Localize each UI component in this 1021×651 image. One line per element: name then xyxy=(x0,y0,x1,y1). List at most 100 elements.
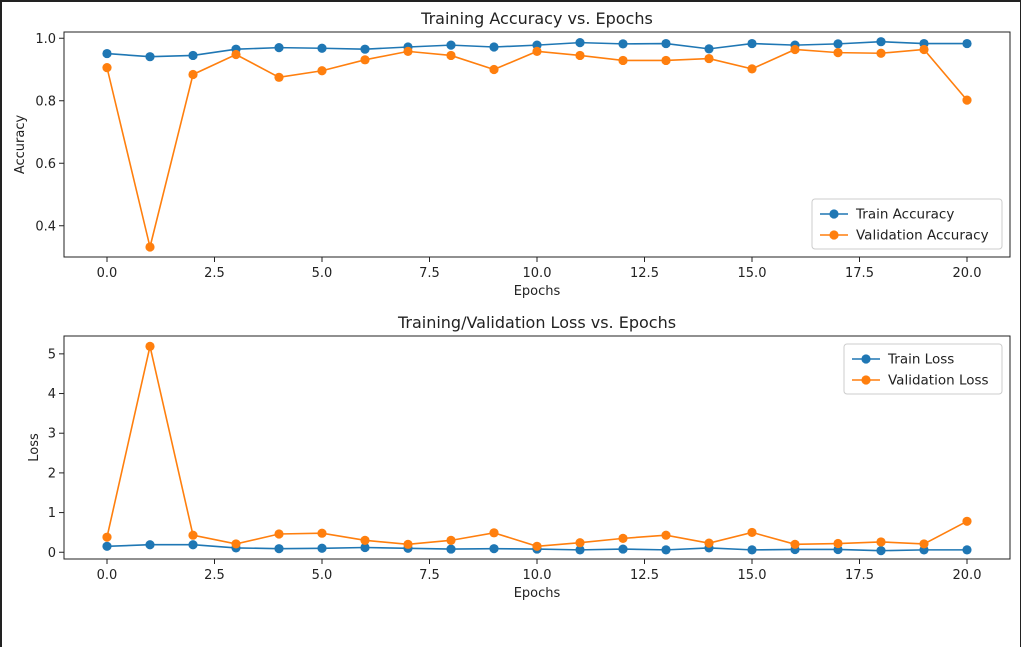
data-point xyxy=(231,49,241,60)
data-point xyxy=(274,529,284,539)
y-tick-label: 4 xyxy=(48,387,56,402)
legend-box xyxy=(811,198,1003,250)
data-point xyxy=(317,543,327,553)
data-point xyxy=(102,541,112,551)
data-point xyxy=(747,38,757,49)
x-tick-label: 5.0 xyxy=(312,266,333,281)
data-point xyxy=(618,39,628,49)
data-point xyxy=(618,533,628,543)
data-point xyxy=(833,538,843,549)
legend-label: Validation Loss xyxy=(888,373,989,389)
x-tick-label: 17.5 xyxy=(845,266,874,281)
data-point xyxy=(833,39,843,49)
data-point xyxy=(145,52,155,62)
x-tick-label: 0.0 xyxy=(97,568,118,583)
legend-label: Train Accuracy xyxy=(855,207,954,223)
y-tick-label: 0 xyxy=(48,546,56,561)
data-point xyxy=(661,545,671,555)
data-point xyxy=(876,537,886,547)
data-point xyxy=(231,539,241,549)
data-point xyxy=(962,38,972,49)
data-point xyxy=(532,46,542,56)
x-tick-label: 10.0 xyxy=(523,568,552,583)
data-point xyxy=(188,50,198,61)
data-point xyxy=(747,64,757,74)
x-tick-label: 17.5 xyxy=(845,568,874,583)
data-point xyxy=(274,544,284,554)
data-point xyxy=(962,95,972,105)
subplot-2: Training/Validation Loss vs. Epochs 0.0 2.… xyxy=(27,313,1011,601)
y-axis-label: Loss xyxy=(27,433,42,462)
data-point xyxy=(575,50,585,61)
x-tick-label: 20.0 xyxy=(953,568,982,583)
x-tick-label: 15.0 xyxy=(738,266,767,281)
data-point xyxy=(360,535,370,545)
data-point xyxy=(317,66,327,76)
x-tick-label: 2.5 xyxy=(204,568,225,583)
legend-label: Train Loss xyxy=(887,352,954,368)
series-validation-accuracy xyxy=(102,44,972,252)
x-tick-label: 12.5 xyxy=(630,266,659,281)
x-tick-label: 5.0 xyxy=(312,568,333,583)
data-point xyxy=(360,44,370,54)
data-point xyxy=(962,516,972,526)
data-point xyxy=(446,544,456,554)
legend-box xyxy=(843,343,1003,395)
x-tick-label: 2.5 xyxy=(204,266,225,281)
data-point xyxy=(575,538,585,548)
data-point xyxy=(446,50,456,61)
data-point xyxy=(489,64,499,75)
data-point xyxy=(704,53,714,64)
data-point xyxy=(618,544,628,554)
y-tick-label: 5 xyxy=(48,347,56,362)
data-point xyxy=(747,527,757,538)
data-point xyxy=(747,545,757,555)
data-point xyxy=(403,46,413,56)
data-point xyxy=(876,546,886,556)
x-axis-label: Epochs xyxy=(514,586,561,601)
y-tick-label: 0.8 xyxy=(35,94,56,109)
data-point xyxy=(661,38,671,49)
legend-marker xyxy=(861,354,871,364)
data-point xyxy=(188,530,198,540)
x-tick-label: 7.5 xyxy=(419,568,440,583)
x-tick-label: 15.0 xyxy=(738,568,767,583)
data-point xyxy=(919,44,929,55)
y-tick-label: 2 xyxy=(48,466,56,481)
legend-marker xyxy=(829,209,839,219)
legend-marker xyxy=(861,375,871,385)
data-point xyxy=(360,542,370,553)
data-point xyxy=(790,539,800,549)
data-point xyxy=(188,540,198,550)
data-point xyxy=(446,40,456,50)
data-point xyxy=(661,55,671,66)
data-point xyxy=(489,528,499,538)
legend: Train Loss Validation Loss xyxy=(843,343,1003,395)
data-point xyxy=(532,541,542,551)
data-point xyxy=(274,72,284,82)
chart-title: Training/Validation Loss vs. Epochs xyxy=(397,313,676,332)
x-tick-label: 12.5 xyxy=(630,568,659,583)
data-point xyxy=(575,545,585,555)
data-point xyxy=(876,37,886,47)
x-tick-label: 7.5 xyxy=(419,266,440,281)
series-validation-loss xyxy=(102,341,972,551)
data-point xyxy=(145,540,155,550)
data-point xyxy=(145,341,155,351)
data-point xyxy=(489,544,499,554)
data-point xyxy=(317,528,327,538)
x-axis-label: Epochs xyxy=(514,284,561,299)
y-tick-label: 1.0 xyxy=(35,32,56,47)
data-point xyxy=(446,535,456,545)
data-point xyxy=(145,242,155,252)
legend-label: Validation Accuracy xyxy=(856,228,989,244)
data-point xyxy=(876,48,886,58)
data-point xyxy=(962,545,972,555)
y-tick-label: 3 xyxy=(48,427,56,442)
y-axis-label: Accuracy xyxy=(13,115,28,175)
y-tick-label: 1 xyxy=(48,506,56,521)
data-point xyxy=(274,43,284,53)
data-point xyxy=(403,539,413,549)
data-point xyxy=(102,63,112,73)
